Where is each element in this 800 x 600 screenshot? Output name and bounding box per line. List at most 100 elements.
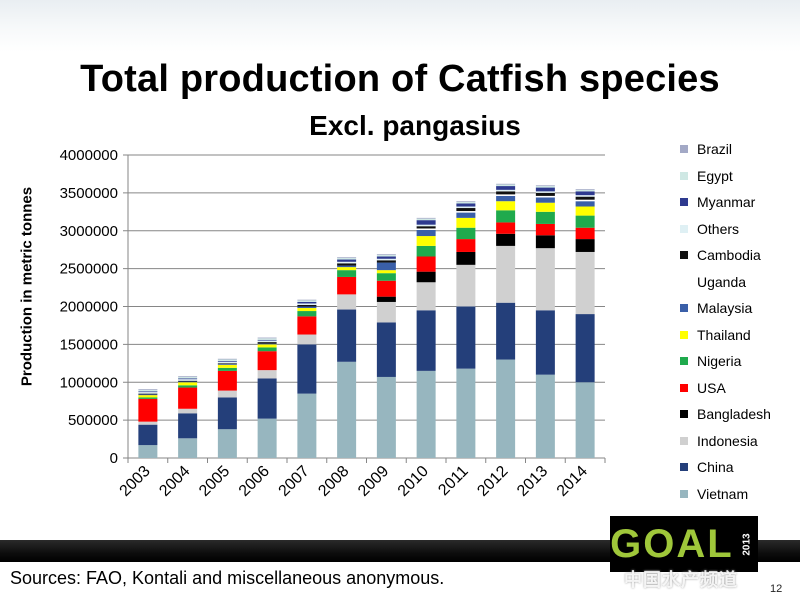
bar-segment-brazil-2003 <box>138 389 158 390</box>
watermark: 中国水产频道 <box>624 570 738 590</box>
legend-label: USA <box>697 379 726 396</box>
bar-segment-usa-2013 <box>535 223 555 236</box>
bar-segment-malaysia-2012 <box>496 195 516 202</box>
x-tick-label: 2011 <box>435 463 471 499</box>
y-tick-label: 2000000 <box>60 299 118 316</box>
y-axis-label: Production in metric tonnes <box>18 186 36 387</box>
slide-header-band <box>0 0 800 52</box>
bar-segment-thailand-2006 <box>257 344 277 348</box>
bar-segment-bangladesh-2012 <box>496 233 516 246</box>
goal-logo-year: 2013 <box>741 532 753 556</box>
bar-segment-vietnam-2009 <box>376 376 396 458</box>
legend-item-usa: USA <box>680 379 726 397</box>
legend-item-nigeria: Nigeria <box>680 352 741 370</box>
bar-segment-cambodia-2013 <box>535 192 555 196</box>
legend-item-myanmar: Myanmar <box>680 193 755 211</box>
bar-segment-china-2010 <box>416 310 436 371</box>
legend-swatch <box>680 436 688 445</box>
legend-swatch <box>680 463 688 471</box>
legend-item-vietnam: Vietnam <box>680 485 748 503</box>
bar-segment-usa-2014 <box>575 227 595 240</box>
bar-segment-usa-2011 <box>456 239 476 252</box>
bar-segment-indonesia-2012 <box>496 245 516 303</box>
bar-segment-egypt-2009 <box>376 254 396 257</box>
bar-segment-indonesia-2005 <box>217 390 237 398</box>
bar-segment-vietnam-2010 <box>416 370 436 458</box>
bar-segment-vietnam-2005 <box>217 429 237 458</box>
legend-item-malaysia: Malaysia <box>680 299 752 317</box>
bar-segment-vietnam-2008 <box>337 361 357 458</box>
bar-segment-others-2009 <box>376 258 396 261</box>
bar-segment-cambodia-2012 <box>496 191 516 195</box>
bar-segment-uganda-2014 <box>575 199 595 202</box>
legend-label: Indonesia <box>697 432 758 449</box>
bar-segment-egypt-2004 <box>178 376 198 379</box>
x-tick-label: 2009 <box>355 463 392 500</box>
x-tick-label: 2006 <box>236 463 273 500</box>
bar-segment-nigeria-2013 <box>535 211 555 224</box>
bar-segment-vietnam-2012 <box>496 359 516 458</box>
legend-label: Egypt <box>697 167 733 184</box>
bar-segment-china-2004 <box>178 413 198 439</box>
legend-swatch <box>680 277 688 286</box>
bar-segment-thailand-2007 <box>297 308 317 312</box>
bar-segment-china-2013 <box>535 310 555 375</box>
bar-segment-nigeria-2003 <box>138 397 158 399</box>
legend-label: Uganda <box>697 273 747 290</box>
bar-segment-thailand-2005 <box>217 364 237 368</box>
bar-segment-myanmar-2013 <box>535 187 555 192</box>
bar-segment-thailand-2011 <box>456 217 476 228</box>
bar-segment-thailand-2010 <box>416 236 436 246</box>
bar-segment-cambodia-2010 <box>416 226 436 229</box>
bar-segment-myanmar-2011 <box>456 203 476 207</box>
x-tick-label: 2012 <box>474 463 511 500</box>
stacked-bar-chart: 0 500000 1000000 1500000 2000000 2500000 30000… <box>60 147 606 500</box>
bar-segment-nigeria-2009 <box>376 273 396 281</box>
bar-segment-thailand-2014 <box>575 206 595 216</box>
y-tick-label: 1500000 <box>60 336 118 353</box>
bar-segment-egypt-2012 <box>496 184 516 187</box>
bar-segment-bangladesh-2013 <box>535 235 555 249</box>
bar-segment-others-2007 <box>297 303 317 305</box>
legend-swatch <box>680 357 688 365</box>
bar-segment-brazil-2012 <box>496 183 516 185</box>
bar-segment-uganda-2011 <box>456 211 476 213</box>
legend-label: Cambodia <box>697 247 761 263</box>
bar-segment-indonesia-2013 <box>535 248 555 311</box>
sources-note: Sources: FAO, Kontali and miscellaneous … <box>10 568 445 588</box>
bar-segment-vietnam-2011 <box>456 368 476 458</box>
legend-label: Thailand <box>697 326 751 343</box>
legend-item-others: Others <box>680 220 739 238</box>
bar-segment-egypt-2010 <box>416 218 436 221</box>
bar-segment-brazil-2008 <box>337 257 357 259</box>
bar-segment-china-2009 <box>376 322 396 377</box>
bar-segment-others-2011 <box>456 206 476 209</box>
bar-segment-malaysia-2007 <box>297 306 317 309</box>
bar-segment-cambodia-2004 <box>178 380 198 382</box>
bar-segment-vietnam-2013 <box>535 374 555 458</box>
legend-label: Others <box>697 220 740 237</box>
legend-label: Vietnam <box>697 485 749 502</box>
bar-segment-cambodia-2011 <box>456 208 476 212</box>
bar-segment-myanmar-2006 <box>257 339 277 341</box>
bar-segment-malaysia-2010 <box>416 229 436 237</box>
legend-item-indonesia: Indonesia <box>680 432 758 450</box>
bar-segment-myanmar-2005 <box>217 361 237 362</box>
legend-label: Myanmar <box>697 194 756 210</box>
bar-segment-malaysia-2011 <box>456 212 476 218</box>
bar-segment-usa-2003 <box>138 398 158 422</box>
bar-segment-nigeria-2011 <box>456 227 476 240</box>
y-tick-label: 4000000 <box>60 147 118 164</box>
bar-segment-thailand-2003 <box>138 395 158 398</box>
bar-segment-others-2008 <box>337 261 357 264</box>
x-tick-label: 2005 <box>196 463 233 500</box>
legend-swatch <box>680 383 688 392</box>
x-tick-label: 2010 <box>395 463 432 500</box>
bar-segment-myanmar-2003 <box>138 391 158 393</box>
bar-segment-cambodia-2003 <box>138 393 158 395</box>
bar-segment-egypt-2011 <box>456 201 476 204</box>
bar-segment-others-2013 <box>535 191 555 193</box>
bar-segment-egypt-2006 <box>257 338 277 340</box>
slide-title: Total production of Catfish species <box>80 58 720 100</box>
legend-item-china: China <box>680 458 734 476</box>
